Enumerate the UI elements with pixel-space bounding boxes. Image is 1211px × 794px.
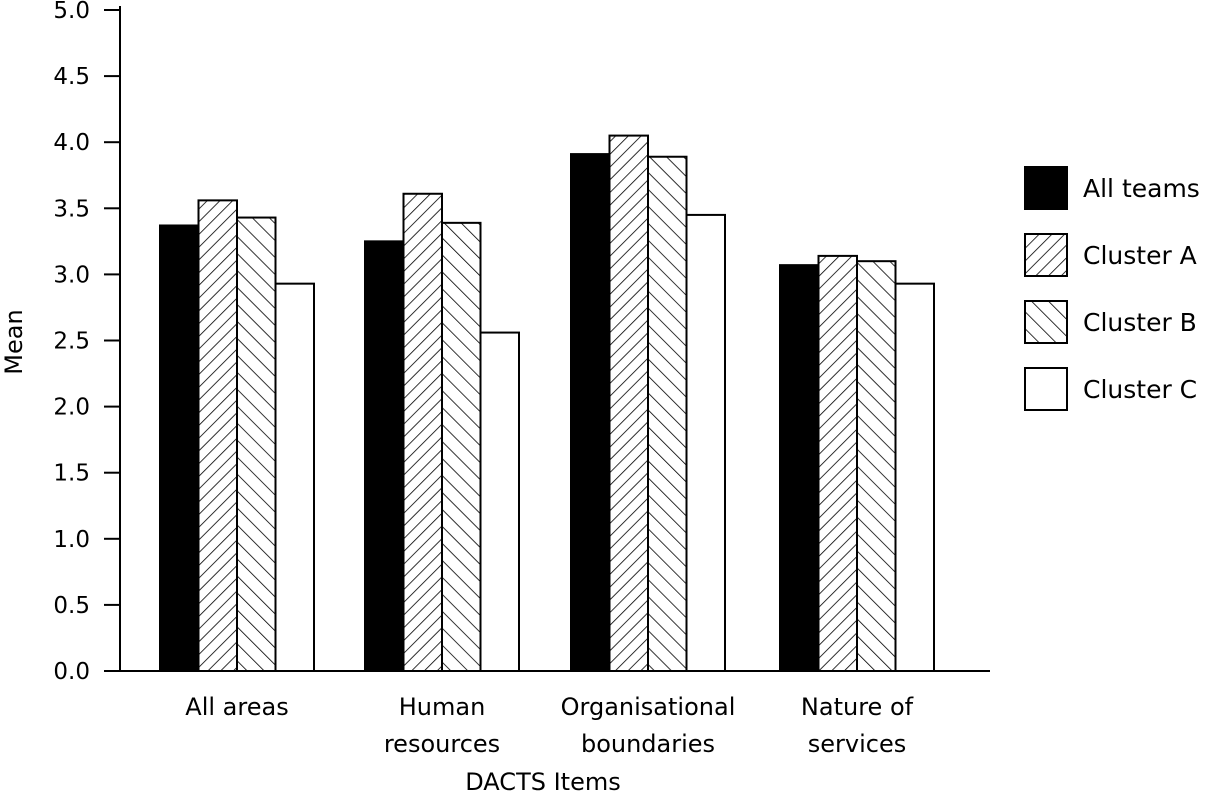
legend-swatch	[1024, 166, 1068, 210]
x-tick-label: services	[808, 730, 906, 758]
axes: 0.0 0.5 1.0 1.5 2.0 2.5 3.0 3.5 4.0 4.5 5.0 Mean DAC…	[0, 0, 990, 794]
y-tick-label: 4.5	[53, 64, 90, 90]
y-tick-label: 3.0	[53, 262, 90, 288]
y-tick-label: 2.5	[53, 329, 90, 355]
bar	[647, 155, 688, 672]
legend-swatch	[1024, 300, 1068, 344]
legend-swatch	[1024, 367, 1068, 411]
legend-swatch	[1024, 233, 1068, 277]
bar	[685, 213, 726, 672]
bar	[779, 264, 820, 672]
legend-label: All teams	[1083, 174, 1200, 203]
y-tick-label: 3.5	[53, 196, 90, 222]
y-tick-label: 4.0	[53, 130, 90, 156]
bar	[894, 282, 935, 672]
y-tick-label: 0.0	[53, 659, 90, 685]
bar	[197, 199, 238, 672]
legend-label: Cluster B	[1083, 308, 1197, 337]
x-tick-label: Nature of	[801, 693, 914, 721]
bar	[402, 192, 443, 672]
legend-item: Cluster C	[1024, 367, 1197, 411]
y-tick-label: 2.0	[53, 395, 90, 421]
bar	[608, 134, 649, 672]
bar	[236, 216, 277, 673]
bar	[856, 260, 897, 672]
x-tick-label: resources	[384, 730, 500, 758]
legend-label: Cluster A	[1083, 241, 1197, 270]
bar-group	[364, 192, 520, 672]
x-tick-label: boundaries	[581, 730, 715, 758]
bars	[159, 134, 935, 673]
y-tick-label: 1.0	[53, 527, 90, 553]
bar-group	[159, 199, 315, 673]
bar	[817, 254, 858, 672]
bar	[570, 153, 611, 672]
y-tick-label: 1.5	[53, 461, 90, 487]
legend-item: All teams	[1024, 166, 1200, 210]
bar-group	[570, 134, 726, 672]
bar	[274, 282, 315, 672]
x-axis-title: DACTS Items	[465, 768, 620, 794]
bar-group	[779, 254, 935, 672]
x-tick-label: All areas	[185, 693, 288, 721]
y-axis-title: Mean	[0, 309, 28, 374]
y-tick-label: 5.0	[53, 0, 90, 24]
legend-item: Cluster A	[1024, 233, 1197, 277]
legend-item: Cluster B	[1024, 300, 1197, 344]
bar	[479, 331, 520, 672]
legend-label: Cluster C	[1083, 375, 1197, 404]
x-tick-label: Organisational	[561, 693, 736, 721]
bar	[364, 240, 405, 672]
bar	[441, 221, 482, 672]
bar	[159, 224, 200, 672]
legend: All teams Cluster A Cluster B Cluster C	[1024, 166, 1200, 411]
y-tick-label: 0.5	[53, 593, 90, 619]
x-tick-label: Human	[399, 693, 486, 721]
